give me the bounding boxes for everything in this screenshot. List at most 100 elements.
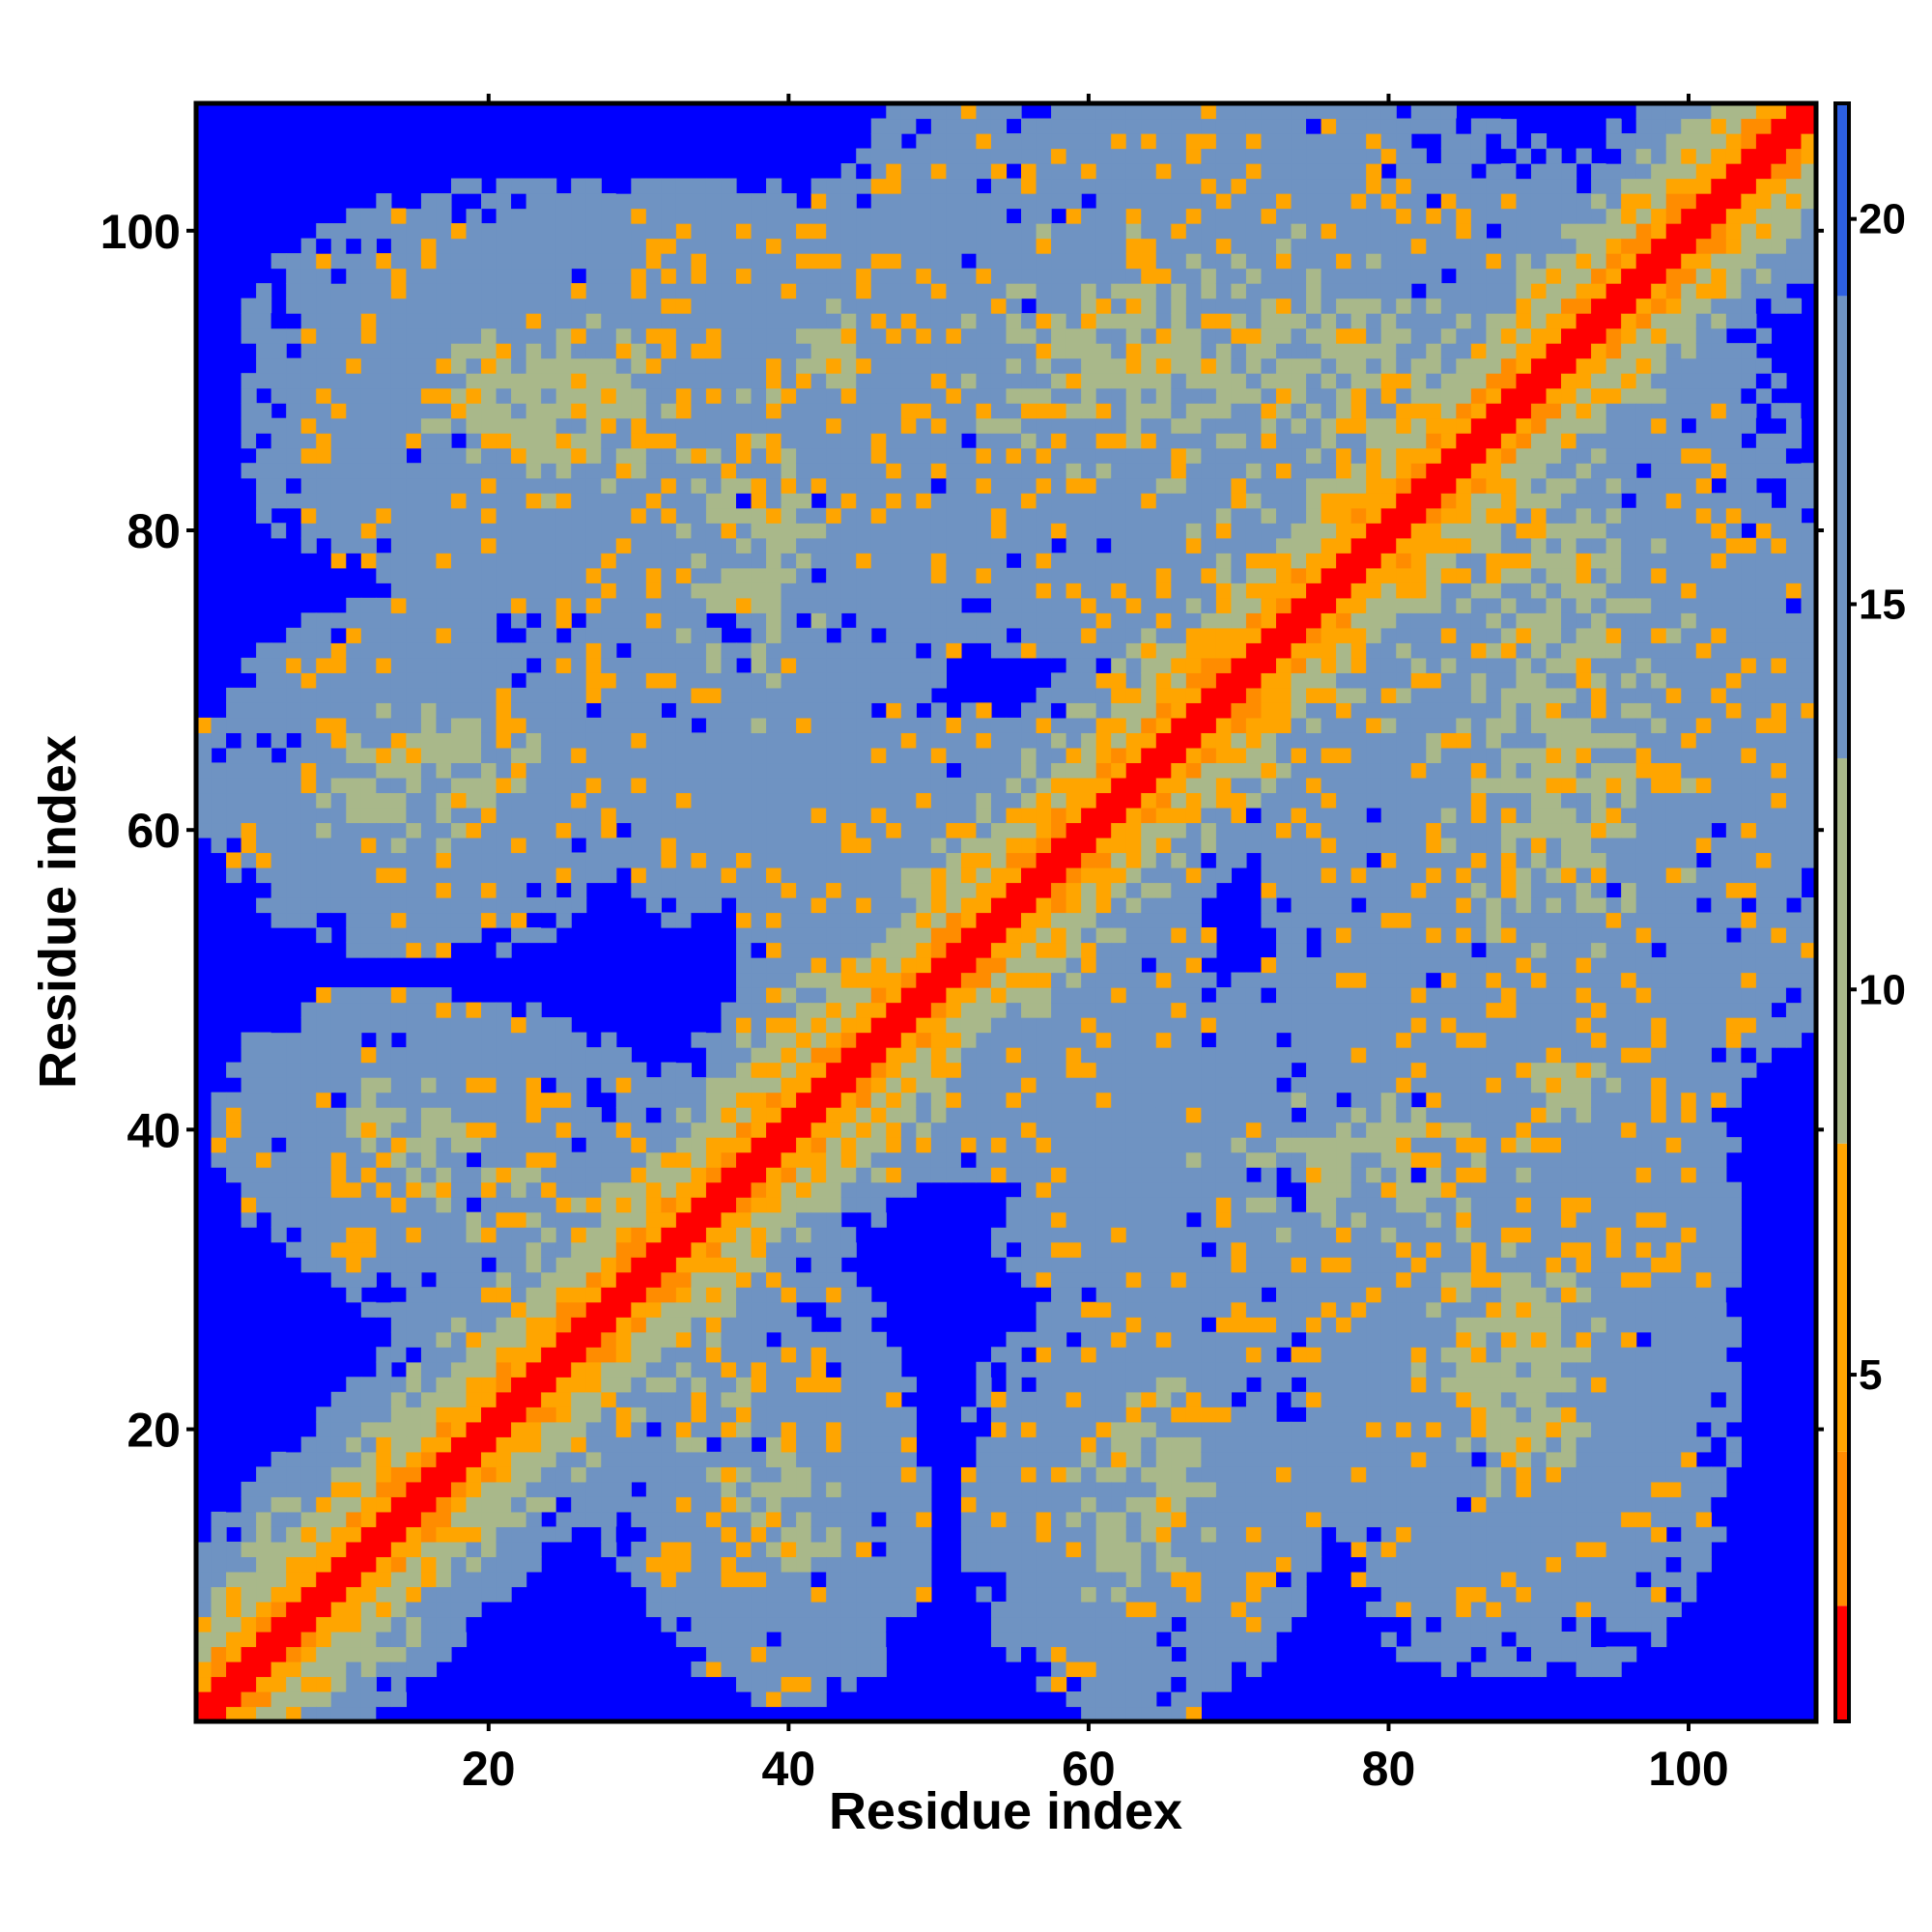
heatmap-cell — [661, 493, 677, 509]
heatmap-cell — [766, 1287, 782, 1303]
heatmap-cell — [930, 896, 947, 914]
heatmap-cell — [300, 627, 317, 643]
heatmap-cell — [751, 777, 767, 794]
heatmap-cell — [990, 1421, 1008, 1437]
heatmap-cell — [976, 1032, 992, 1048]
heatmap-cell — [1021, 1167, 1037, 1183]
heatmap-cell — [316, 1496, 332, 1513]
heatmap-cell — [406, 1406, 422, 1423]
heatmap-cell — [916, 163, 932, 180]
heatmap-cell — [886, 1017, 902, 1034]
heatmap-cell — [226, 1137, 242, 1153]
heatmap-cell — [886, 1616, 902, 1633]
heatmap-cell — [705, 477, 723, 494]
heatmap-cell — [796, 1287, 812, 1303]
heatmap-cell — [511, 417, 527, 434]
heatmap-cell — [946, 747, 962, 764]
heatmap-cell — [256, 1137, 272, 1153]
heatmap-cell — [555, 597, 572, 613]
heatmap-cell — [766, 343, 782, 359]
heatmap-cell — [960, 1406, 978, 1423]
heatmap-cell — [270, 657, 287, 673]
heatmap-cell — [1006, 1361, 1022, 1378]
heatmap-cell — [1006, 1137, 1022, 1153]
heatmap-cell — [601, 672, 617, 689]
heatmap-cell — [810, 687, 827, 703]
heatmap-cell — [1036, 1257, 1052, 1273]
heatmap-cell — [615, 732, 632, 749]
heatmap-cell — [585, 463, 602, 479]
heatmap-cell — [946, 837, 962, 854]
heatmap-cell — [360, 807, 377, 824]
heatmap-cell — [840, 373, 857, 389]
heatmap-cell — [346, 433, 362, 449]
heatmap-cell — [856, 298, 872, 314]
heatmap-cell — [990, 1496, 1008, 1513]
heatmap-cell — [1006, 373, 1022, 389]
heatmap-cell — [390, 1107, 407, 1123]
heatmap-cell — [346, 777, 362, 794]
heatmap-cell — [286, 1047, 302, 1064]
heatmap-cell — [1036, 1301, 1052, 1318]
heatmap-cell — [1036, 867, 1052, 884]
heatmap-cell — [1021, 1526, 1037, 1543]
heatmap-cell — [736, 1017, 753, 1034]
heatmap-cell — [856, 1122, 872, 1138]
heatmap-cell — [960, 582, 978, 599]
heatmap-cell — [691, 193, 707, 210]
heatmap-cell — [810, 1227, 827, 1243]
heatmap-cell — [571, 447, 587, 464]
heatmap-cell — [1065, 1541, 1082, 1557]
heatmap-cell — [571, 178, 587, 194]
heatmap-cell — [736, 477, 753, 494]
heatmap-cell — [976, 238, 992, 254]
heatmap-cell — [781, 1181, 797, 1198]
heatmap-cell — [571, 762, 587, 779]
heatmap-cell — [420, 1181, 438, 1198]
heatmap-cell — [360, 1227, 377, 1243]
heatmap-cell — [300, 912, 317, 928]
heatmap-cell — [511, 178, 527, 194]
heatmap-cell — [916, 313, 932, 329]
heatmap-cell — [661, 612, 677, 629]
heatmap-cell — [511, 762, 527, 779]
heatmap-cell — [736, 447, 753, 464]
heatmap-cell — [976, 1436, 992, 1453]
heatmap-cell — [645, 1556, 662, 1573]
heatmap-cell — [496, 1377, 512, 1393]
heatmap-cell — [511, 403, 527, 419]
heatmap-cell — [615, 807, 632, 824]
heatmap-cell — [840, 567, 857, 583]
heatmap-cell — [705, 433, 723, 449]
heatmap-cell — [1036, 1406, 1052, 1423]
heatmap-cell — [511, 357, 527, 374]
heatmap-cell — [406, 942, 422, 958]
heatmap-cell — [826, 193, 842, 210]
heatmap-cell — [526, 223, 542, 240]
heatmap-cell — [390, 343, 407, 359]
heatmap-cell — [705, 1377, 723, 1393]
heatmap-cell — [376, 1002, 392, 1018]
heatmap-cell — [496, 493, 512, 509]
heatmap-cell — [196, 717, 213, 733]
heatmap-cell — [900, 642, 917, 659]
heatmap-cell — [555, 1122, 572, 1138]
heatmap-cell — [960, 912, 978, 928]
heatmap-cell — [450, 463, 468, 479]
heatmap-cell — [406, 1586, 422, 1603]
heatmap-cell — [241, 762, 257, 779]
heatmap-cell — [751, 1571, 767, 1588]
heatmap-cell — [960, 822, 978, 838]
heatmap-cell — [316, 357, 332, 374]
heatmap-cell — [766, 1661, 782, 1678]
heatmap-cell — [796, 447, 812, 464]
heatmap-cell — [496, 433, 512, 449]
heatmap-cell — [316, 612, 332, 629]
heatmap-cell — [390, 1047, 407, 1064]
heatmap-cell — [705, 313, 723, 329]
heatmap-cell — [691, 537, 707, 554]
heatmap-cell — [840, 1391, 857, 1407]
heatmap-cell — [601, 447, 617, 464]
heatmap-cell — [766, 313, 782, 329]
heatmap-cell — [691, 1556, 707, 1573]
